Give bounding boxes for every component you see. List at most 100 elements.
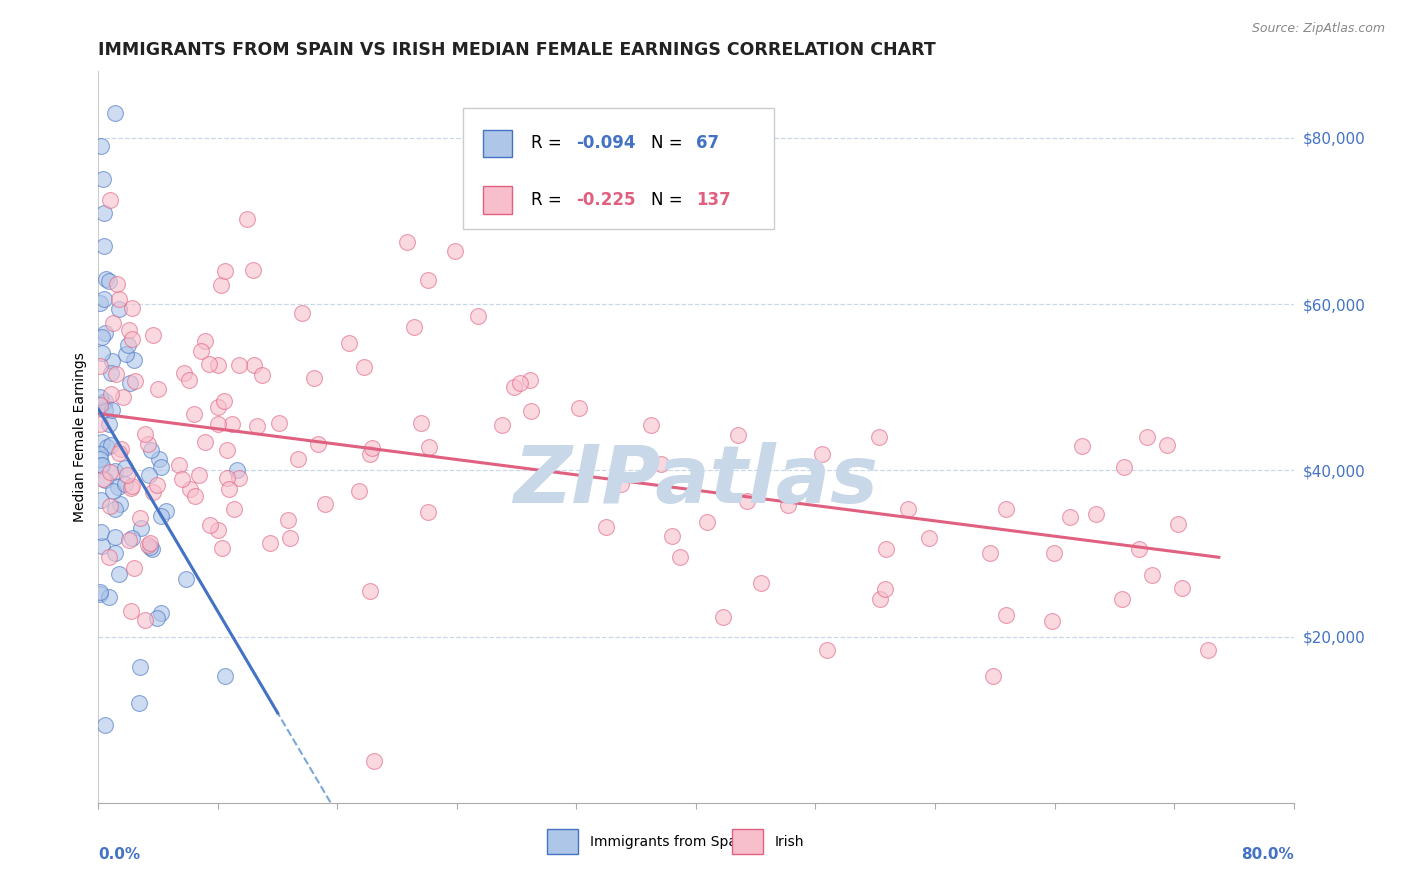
Point	[246, 418, 269, 433]
Point	[138, 468, 160, 483]
Text: 137: 137	[696, 191, 731, 209]
Point	[93, 474, 115, 488]
Point	[1156, 438, 1178, 452]
Point	[131, 521, 153, 535]
Point	[995, 502, 1018, 516]
Point	[121, 301, 143, 315]
Point	[91, 395, 114, 409]
Point	[121, 479, 143, 493]
Point	[727, 428, 749, 442]
Point	[97, 417, 120, 432]
Y-axis label: Median Female Earnings: Median Female Earnings	[73, 352, 87, 522]
Point	[104, 546, 127, 560]
Point	[128, 697, 150, 711]
Point	[278, 531, 301, 545]
Point	[103, 502, 125, 516]
Point	[100, 354, 122, 368]
FancyBboxPatch shape	[484, 186, 512, 213]
Point	[91, 329, 114, 343]
Point	[91, 539, 114, 553]
Point	[979, 545, 1001, 559]
Point	[194, 435, 217, 450]
Point	[114, 477, 136, 491]
Point	[90, 458, 112, 473]
Point	[1112, 459, 1135, 474]
Point	[981, 669, 1004, 683]
Point	[314, 498, 336, 512]
Point	[1128, 541, 1150, 556]
Point	[875, 582, 897, 596]
Point	[207, 417, 229, 431]
Point	[1167, 516, 1189, 531]
Point	[100, 438, 122, 452]
Point	[194, 334, 217, 349]
Point	[136, 437, 159, 451]
Point	[107, 480, 129, 494]
Point	[105, 277, 128, 292]
Point	[650, 457, 672, 471]
Point	[120, 604, 142, 618]
Point	[252, 368, 274, 383]
Point	[269, 417, 291, 431]
Point	[212, 393, 235, 408]
Point	[139, 540, 162, 554]
Text: R =: R =	[531, 191, 567, 209]
Point	[150, 606, 173, 620]
Point	[307, 436, 329, 450]
Point	[122, 561, 145, 575]
Point	[1170, 581, 1192, 595]
Point	[120, 376, 142, 390]
Point	[236, 212, 259, 227]
Point	[242, 263, 264, 277]
Point	[96, 440, 118, 454]
Point	[409, 416, 432, 430]
Point	[94, 272, 117, 286]
FancyBboxPatch shape	[733, 830, 763, 854]
Point	[226, 463, 249, 477]
Point	[519, 373, 541, 387]
Point	[98, 193, 121, 207]
Point	[146, 610, 169, 624]
Point	[187, 467, 209, 482]
Point	[918, 531, 941, 545]
Text: 0.0%: 0.0%	[98, 847, 141, 862]
Point	[89, 390, 111, 404]
Point	[98, 591, 121, 605]
Text: ZIPatlas: ZIPatlas	[513, 442, 879, 520]
Point	[363, 754, 385, 768]
Point	[108, 292, 131, 306]
Point	[811, 447, 834, 461]
Point	[124, 353, 146, 368]
Point	[207, 358, 229, 372]
Text: -0.094: -0.094	[576, 135, 636, 153]
Point	[1040, 614, 1063, 628]
Point	[491, 417, 513, 432]
Point	[98, 499, 121, 513]
Text: N =: N =	[651, 135, 688, 153]
Point	[669, 550, 692, 565]
Point	[93, 393, 115, 408]
Point	[134, 426, 156, 441]
Point	[217, 470, 239, 484]
Point	[735, 493, 758, 508]
Point	[148, 451, 170, 466]
Point	[173, 366, 195, 380]
Point	[1043, 546, 1066, 560]
Point	[146, 478, 169, 492]
Point	[815, 643, 838, 657]
Point	[749, 576, 772, 591]
Point	[503, 379, 526, 393]
Point	[100, 387, 122, 401]
Point	[337, 335, 360, 350]
Point	[93, 239, 115, 253]
Point	[115, 347, 138, 361]
Point	[179, 483, 201, 497]
Point	[259, 535, 281, 549]
Point	[112, 390, 135, 404]
Point	[418, 505, 440, 519]
Point	[610, 476, 633, 491]
Point	[167, 458, 190, 472]
Point	[121, 332, 143, 346]
Point	[108, 302, 131, 317]
Point	[418, 273, 440, 287]
